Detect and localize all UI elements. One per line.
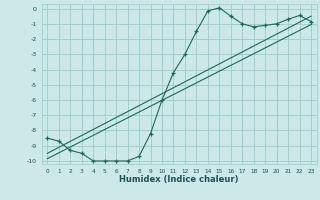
X-axis label: Humidex (Indice chaleur): Humidex (Indice chaleur) — [119, 175, 239, 184]
